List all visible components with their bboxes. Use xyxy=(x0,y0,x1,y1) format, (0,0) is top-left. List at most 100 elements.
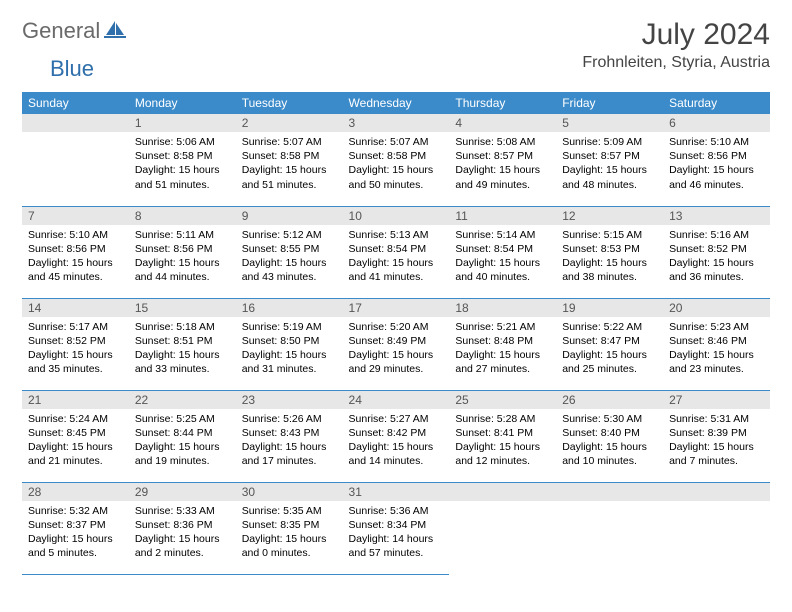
calendar-table: SundayMondayTuesdayWednesdayThursdayFrid… xyxy=(22,92,770,575)
day-detail: Sunrise: 5:27 AMSunset: 8:42 PMDaylight:… xyxy=(343,409,450,473)
day-number: 15 xyxy=(129,299,236,317)
day-detail: Sunrise: 5:15 AMSunset: 8:53 PMDaylight:… xyxy=(556,225,663,289)
day-number: 19 xyxy=(556,299,663,317)
calendar-week-row: 21Sunrise: 5:24 AMSunset: 8:45 PMDayligh… xyxy=(22,390,770,482)
calendar-day-cell: 16Sunrise: 5:19 AMSunset: 8:50 PMDayligh… xyxy=(236,298,343,390)
calendar-day-cell: 9Sunrise: 5:12 AMSunset: 8:55 PMDaylight… xyxy=(236,206,343,298)
calendar-day-cell: 22Sunrise: 5:25 AMSunset: 8:44 PMDayligh… xyxy=(129,390,236,482)
calendar-day-cell xyxy=(556,482,663,574)
day-number: 9 xyxy=(236,207,343,225)
calendar-day-cell: 30Sunrise: 5:35 AMSunset: 8:35 PMDayligh… xyxy=(236,482,343,574)
day-detail: Sunrise: 5:25 AMSunset: 8:44 PMDaylight:… xyxy=(129,409,236,473)
day-header: Wednesday xyxy=(343,92,450,114)
day-number: 4 xyxy=(449,114,556,132)
calendar-day-cell: 7Sunrise: 5:10 AMSunset: 8:56 PMDaylight… xyxy=(22,206,129,298)
calendar-day-cell: 5Sunrise: 5:09 AMSunset: 8:57 PMDaylight… xyxy=(556,114,663,206)
calendar-day-cell: 25Sunrise: 5:28 AMSunset: 8:41 PMDayligh… xyxy=(449,390,556,482)
day-detail: Sunrise: 5:20 AMSunset: 8:49 PMDaylight:… xyxy=(343,317,450,381)
calendar-day-cell: 23Sunrise: 5:26 AMSunset: 8:43 PMDayligh… xyxy=(236,390,343,482)
calendar-day-cell xyxy=(449,482,556,574)
calendar-day-cell: 29Sunrise: 5:33 AMSunset: 8:36 PMDayligh… xyxy=(129,482,236,574)
calendar-day-cell: 6Sunrise: 5:10 AMSunset: 8:56 PMDaylight… xyxy=(663,114,770,206)
day-detail: Sunrise: 5:24 AMSunset: 8:45 PMDaylight:… xyxy=(22,409,129,473)
day-detail: Sunrise: 5:35 AMSunset: 8:35 PMDaylight:… xyxy=(236,501,343,565)
calendar-day-cell: 26Sunrise: 5:30 AMSunset: 8:40 PMDayligh… xyxy=(556,390,663,482)
calendar-day-cell: 18Sunrise: 5:21 AMSunset: 8:48 PMDayligh… xyxy=(449,298,556,390)
day-detail: Sunrise: 5:14 AMSunset: 8:54 PMDaylight:… xyxy=(449,225,556,289)
calendar-day-cell: 14Sunrise: 5:17 AMSunset: 8:52 PMDayligh… xyxy=(22,298,129,390)
day-number: 3 xyxy=(343,114,450,132)
day-header: Monday xyxy=(129,92,236,114)
calendar-day-cell: 15Sunrise: 5:18 AMSunset: 8:51 PMDayligh… xyxy=(129,298,236,390)
calendar-day-cell: 24Sunrise: 5:27 AMSunset: 8:42 PMDayligh… xyxy=(343,390,450,482)
calendar-day-cell: 12Sunrise: 5:15 AMSunset: 8:53 PMDayligh… xyxy=(556,206,663,298)
day-detail: Sunrise: 5:18 AMSunset: 8:51 PMDaylight:… xyxy=(129,317,236,381)
day-number: 7 xyxy=(22,207,129,225)
day-detail: Sunrise: 5:26 AMSunset: 8:43 PMDaylight:… xyxy=(236,409,343,473)
day-number: 2 xyxy=(236,114,343,132)
day-detail: Sunrise: 5:06 AMSunset: 8:58 PMDaylight:… xyxy=(129,132,236,196)
calendar-day-cell: 27Sunrise: 5:31 AMSunset: 8:39 PMDayligh… xyxy=(663,390,770,482)
calendar-day-cell: 28Sunrise: 5:32 AMSunset: 8:37 PMDayligh… xyxy=(22,482,129,574)
day-header: Friday xyxy=(556,92,663,114)
calendar-day-cell: 1Sunrise: 5:06 AMSunset: 8:58 PMDaylight… xyxy=(129,114,236,206)
calendar-day-cell: 20Sunrise: 5:23 AMSunset: 8:46 PMDayligh… xyxy=(663,298,770,390)
calendar-day-cell: 8Sunrise: 5:11 AMSunset: 8:56 PMDaylight… xyxy=(129,206,236,298)
day-number: 14 xyxy=(22,299,129,317)
logo-text-blue: Blue xyxy=(50,56,94,81)
day-header: Saturday xyxy=(663,92,770,114)
day-number xyxy=(556,483,663,501)
calendar-week-row: 7Sunrise: 5:10 AMSunset: 8:56 PMDaylight… xyxy=(22,206,770,298)
day-number: 10 xyxy=(343,207,450,225)
day-detail: Sunrise: 5:32 AMSunset: 8:37 PMDaylight:… xyxy=(22,501,129,565)
calendar-week-row: 14Sunrise: 5:17 AMSunset: 8:52 PMDayligh… xyxy=(22,298,770,390)
day-number: 11 xyxy=(449,207,556,225)
day-number: 22 xyxy=(129,391,236,409)
calendar-day-cell: 10Sunrise: 5:13 AMSunset: 8:54 PMDayligh… xyxy=(343,206,450,298)
day-detail: Sunrise: 5:31 AMSunset: 8:39 PMDaylight:… xyxy=(663,409,770,473)
day-number: 28 xyxy=(22,483,129,501)
day-detail: Sunrise: 5:30 AMSunset: 8:40 PMDaylight:… xyxy=(556,409,663,473)
day-detail: Sunrise: 5:08 AMSunset: 8:57 PMDaylight:… xyxy=(449,132,556,196)
day-number: 13 xyxy=(663,207,770,225)
day-detail: Sunrise: 5:22 AMSunset: 8:47 PMDaylight:… xyxy=(556,317,663,381)
day-number: 1 xyxy=(129,114,236,132)
calendar-day-cell: 3Sunrise: 5:07 AMSunset: 8:58 PMDaylight… xyxy=(343,114,450,206)
calendar-day-cell: 21Sunrise: 5:24 AMSunset: 8:45 PMDayligh… xyxy=(22,390,129,482)
day-number: 30 xyxy=(236,483,343,501)
day-detail: Sunrise: 5:28 AMSunset: 8:41 PMDaylight:… xyxy=(449,409,556,473)
sail-icon xyxy=(104,19,126,44)
day-number: 29 xyxy=(129,483,236,501)
day-number: 17 xyxy=(343,299,450,317)
day-header: Thursday xyxy=(449,92,556,114)
day-detail: Sunrise: 5:09 AMSunset: 8:57 PMDaylight:… xyxy=(556,132,663,196)
day-number: 31 xyxy=(343,483,450,501)
day-number: 26 xyxy=(556,391,663,409)
month-title: July 2024 xyxy=(582,18,770,52)
calendar-day-cell: 13Sunrise: 5:16 AMSunset: 8:52 PMDayligh… xyxy=(663,206,770,298)
day-header: Tuesday xyxy=(236,92,343,114)
day-number: 8 xyxy=(129,207,236,225)
day-detail: Sunrise: 5:17 AMSunset: 8:52 PMDaylight:… xyxy=(22,317,129,381)
calendar-week-row: 1Sunrise: 5:06 AMSunset: 8:58 PMDaylight… xyxy=(22,114,770,206)
day-number: 12 xyxy=(556,207,663,225)
calendar-body: 1Sunrise: 5:06 AMSunset: 8:58 PMDaylight… xyxy=(22,114,770,574)
day-number: 23 xyxy=(236,391,343,409)
calendar-header-row: SundayMondayTuesdayWednesdayThursdayFrid… xyxy=(22,92,770,114)
calendar-day-cell: 11Sunrise: 5:14 AMSunset: 8:54 PMDayligh… xyxy=(449,206,556,298)
day-detail: Sunrise: 5:19 AMSunset: 8:50 PMDaylight:… xyxy=(236,317,343,381)
day-number xyxy=(22,114,129,132)
calendar-day-cell: 2Sunrise: 5:07 AMSunset: 8:58 PMDaylight… xyxy=(236,114,343,206)
day-number: 24 xyxy=(343,391,450,409)
logo: General xyxy=(22,18,128,44)
day-number: 5 xyxy=(556,114,663,132)
calendar-day-cell xyxy=(22,114,129,206)
day-detail: Sunrise: 5:33 AMSunset: 8:36 PMDaylight:… xyxy=(129,501,236,565)
day-number: 16 xyxy=(236,299,343,317)
calendar-day-cell: 31Sunrise: 5:36 AMSunset: 8:34 PMDayligh… xyxy=(343,482,450,574)
logo-text-general: General xyxy=(22,18,100,44)
day-detail: Sunrise: 5:10 AMSunset: 8:56 PMDaylight:… xyxy=(22,225,129,289)
day-number: 18 xyxy=(449,299,556,317)
day-detail: Sunrise: 5:07 AMSunset: 8:58 PMDaylight:… xyxy=(236,132,343,196)
calendar-day-cell: 4Sunrise: 5:08 AMSunset: 8:57 PMDaylight… xyxy=(449,114,556,206)
